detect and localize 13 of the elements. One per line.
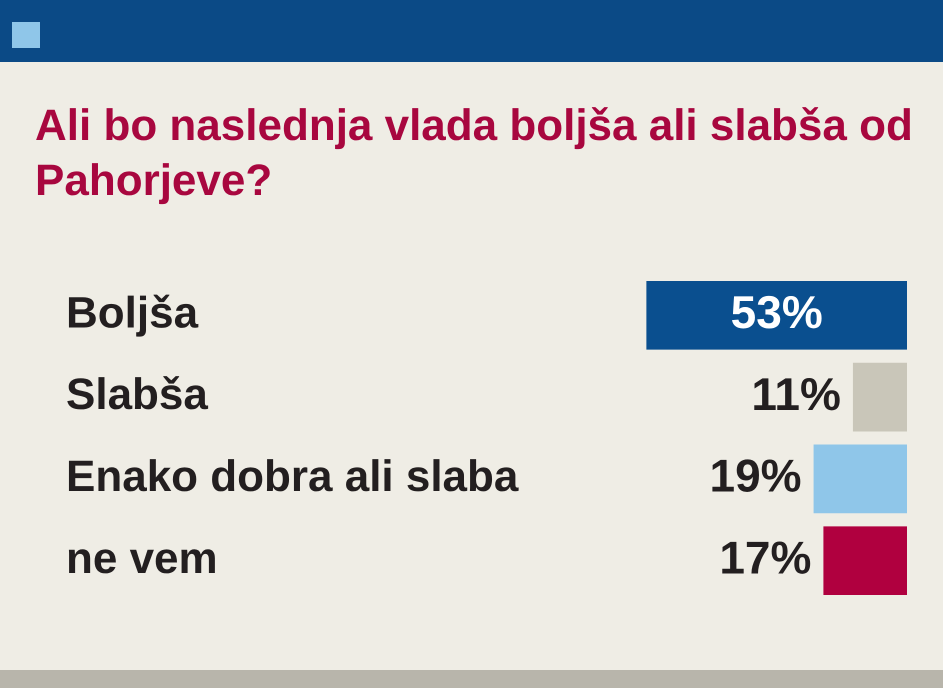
data-label: 19% <box>709 450 802 502</box>
y-tick-label: Slabša <box>66 370 208 420</box>
data-label: 11% <box>751 368 841 420</box>
bar <box>814 444 907 514</box>
y-tick-label: ne vem <box>66 534 218 583</box>
data-label: 17% <box>719 531 812 584</box>
chart-title: Ali bo naslednja vlada boljša ali slabša od Pahorjeve? <box>35 100 914 207</box>
y-tick-label: Enako dobra ali slaba <box>66 452 519 502</box>
data-label: 53% <box>730 286 823 338</box>
bar <box>646 280 907 350</box>
y-tick-label: Boljša <box>66 288 199 338</box>
bar <box>852 362 907 432</box>
bar <box>823 526 907 596</box>
